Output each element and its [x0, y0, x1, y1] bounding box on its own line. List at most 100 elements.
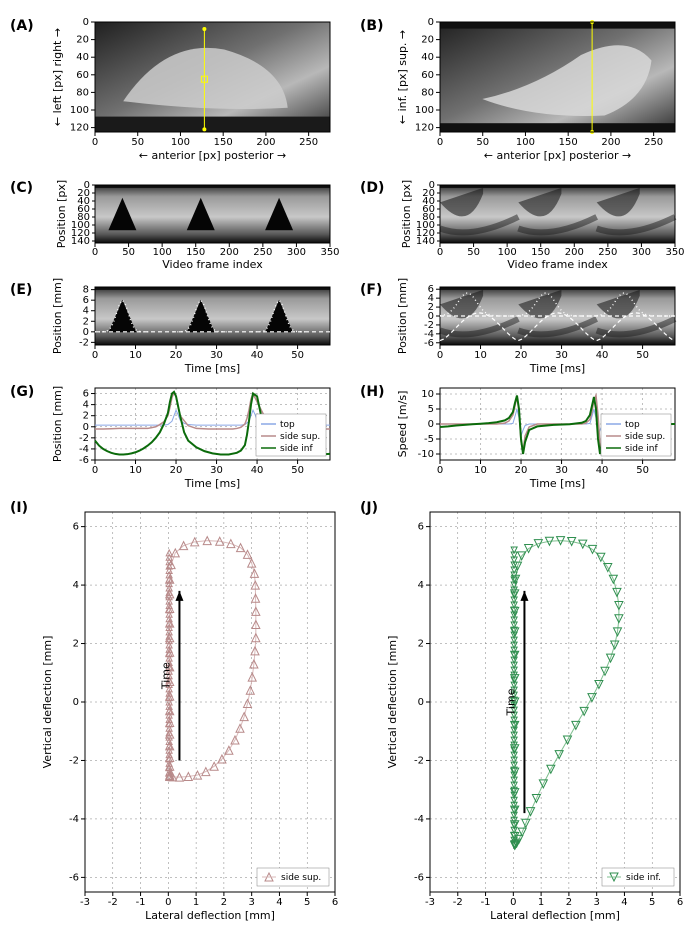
svg-text:0: 0 [437, 247, 443, 258]
svg-text:50: 50 [636, 465, 649, 476]
svg-text:top: top [280, 420, 295, 430]
svg-text:6: 6 [332, 897, 338, 908]
svg-text:100: 100 [415, 105, 434, 116]
svg-text:0: 0 [73, 697, 79, 708]
svg-text:← inf. [px] sup. →: ← inf. [px] sup. → [396, 30, 409, 124]
svg-text:60: 60 [421, 70, 434, 81]
svg-text:-4: -4 [79, 444, 89, 455]
svg-text:150: 150 [531, 247, 550, 258]
panel-panelC: 050100150200250300350020406080100120140V… [55, 180, 340, 271]
svg-text:4: 4 [276, 897, 282, 908]
svg-text:Time [ms]: Time [ms] [184, 477, 240, 490]
svg-text:side inf: side inf [625, 444, 659, 454]
svg-text:0: 0 [437, 465, 443, 476]
svg-text:-2: -2 [108, 897, 118, 908]
svg-text:Video frame index: Video frame index [162, 258, 263, 271]
svg-text:0: 0 [92, 247, 98, 258]
svg-text:1: 1 [193, 897, 199, 908]
svg-text:Lateral deflection [mm]: Lateral deflection [mm] [490, 909, 620, 922]
svg-text:-6: -6 [69, 872, 79, 883]
svg-text:← left [px] right →: ← left [px] right → [51, 28, 64, 126]
svg-text:2: 2 [83, 411, 89, 422]
svg-text:← anterior [px] posterior: ← anterior [px] posterior → [139, 149, 286, 162]
svg-text:50: 50 [636, 350, 649, 361]
svg-text:6: 6 [83, 389, 89, 400]
svg-text:5: 5 [304, 897, 310, 908]
svg-text:-4: -4 [69, 814, 79, 825]
svg-text:40: 40 [421, 52, 434, 63]
svg-text:side inf.: side inf. [626, 873, 661, 883]
svg-text:0: 0 [83, 422, 89, 433]
svg-text:2: 2 [221, 897, 227, 908]
svg-text:200: 200 [220, 247, 239, 258]
svg-text:-5: -5 [424, 434, 434, 445]
svg-text:4: 4 [83, 306, 89, 317]
svg-text:Time [ms]: Time [ms] [184, 362, 240, 375]
svg-text:30: 30 [555, 465, 568, 476]
svg-text:10: 10 [474, 465, 487, 476]
svg-text:0: 0 [437, 350, 443, 361]
svg-text:-1: -1 [136, 897, 146, 908]
panel-panelI: -3-2-10123456-6-4-20246Lateral deflectio… [41, 512, 338, 922]
svg-text:2: 2 [73, 639, 79, 650]
svg-text:Time [ms]: Time [ms] [529, 477, 585, 490]
svg-text:← anterior [px] posterior: ← anterior [px] posterior → [484, 149, 631, 162]
svg-text:6: 6 [418, 522, 424, 533]
svg-text:140: 140 [416, 236, 435, 247]
svg-text:200: 200 [565, 247, 584, 258]
svg-text:-10: -10 [418, 449, 434, 460]
svg-text:3: 3 [593, 897, 599, 908]
svg-text:120: 120 [70, 123, 89, 134]
svg-text:Position [mm]: Position [mm] [51, 386, 64, 462]
svg-text:140: 140 [71, 236, 90, 247]
svg-text:Position [mm]: Position [mm] [51, 278, 64, 354]
svg-text:250: 250 [299, 137, 318, 148]
svg-text:300: 300 [287, 247, 306, 258]
svg-text:Position [px]: Position [px] [400, 180, 413, 248]
svg-text:-4: -4 [414, 814, 424, 825]
panel-panelB: 050100150200250020406080100120← anterior… [396, 17, 675, 162]
svg-text:Speed [m/s]: Speed [m/s] [396, 391, 409, 458]
svg-text:2: 2 [566, 897, 572, 908]
svg-text:6: 6 [677, 897, 683, 908]
svg-text:0: 0 [428, 17, 434, 28]
svg-text:150: 150 [214, 137, 233, 148]
svg-text:side sup.: side sup. [625, 432, 665, 442]
panel-panelA: 050100150200250020406080100120← anterior… [51, 17, 330, 162]
svg-text:120: 120 [415, 123, 434, 134]
svg-text:20: 20 [515, 465, 528, 476]
svg-text:0: 0 [83, 327, 89, 338]
svg-text:30: 30 [210, 465, 223, 476]
panel-panelE: 01020304050-202468Time [ms]Position [mm] [51, 278, 330, 375]
figure-page: { "labels": { "A":"(A)","B":"(B)","C":"(… [0, 0, 700, 933]
svg-text:40: 40 [596, 350, 609, 361]
svg-text:100: 100 [498, 247, 517, 258]
svg-text:0: 0 [92, 137, 98, 148]
svg-text:250: 250 [253, 247, 272, 258]
svg-text:50: 50 [476, 137, 489, 148]
svg-text:4: 4 [83, 400, 89, 411]
svg-text:-3: -3 [425, 897, 435, 908]
svg-text:20: 20 [421, 35, 434, 46]
figure-svg: 050100150200250020406080100120← anterior… [0, 0, 700, 933]
svg-text:50: 50 [131, 137, 144, 148]
svg-text:10: 10 [474, 350, 487, 361]
panel-panelH: 01020304050-10-50510Time [ms]Speed [m/s]… [396, 388, 675, 490]
svg-text:40: 40 [596, 465, 609, 476]
svg-text:side inf: side inf [280, 444, 314, 454]
svg-text:30: 30 [210, 350, 223, 361]
svg-text:4: 4 [73, 580, 79, 591]
svg-text:0: 0 [418, 697, 424, 708]
svg-text:5: 5 [649, 897, 655, 908]
svg-text:350: 350 [320, 247, 339, 258]
svg-text:10: 10 [129, 350, 142, 361]
svg-text:Position [px]: Position [px] [55, 180, 68, 248]
panel-panelG: 01020304050-6-4-20246Time [ms]Position [… [51, 386, 330, 490]
svg-text:-2: -2 [69, 755, 79, 766]
svg-text:8: 8 [83, 285, 89, 296]
svg-text:6: 6 [83, 295, 89, 306]
panel-panelD: 050100150200250300350020406080100120140V… [400, 180, 685, 271]
svg-text:-2: -2 [79, 433, 89, 444]
svg-text:3: 3 [248, 897, 254, 908]
svg-text:0: 0 [92, 350, 98, 361]
